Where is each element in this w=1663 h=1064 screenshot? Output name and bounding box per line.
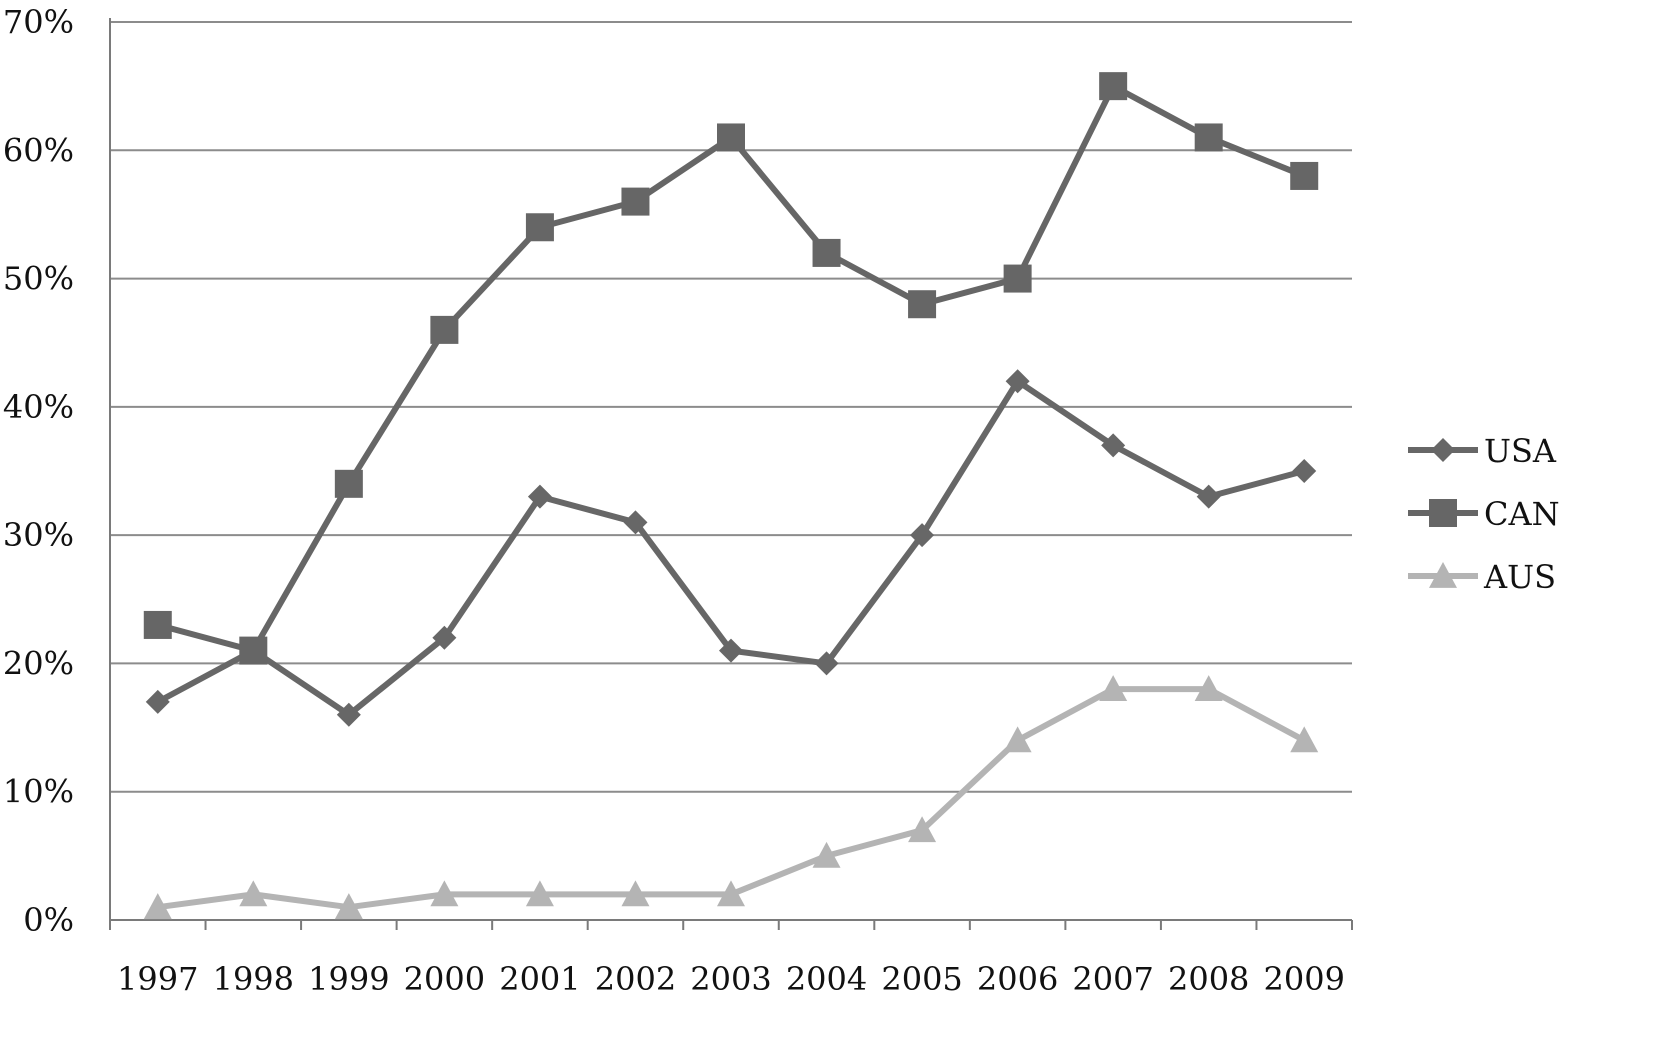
x-tick-label: 2000 [404,960,485,998]
data-point-can [430,315,459,344]
y-tick-label: 0% [23,901,74,939]
data-point-usa [814,651,839,676]
data-point-usa [336,702,361,727]
legend-label-aus: AUS [1483,558,1556,596]
data-point-can [908,290,937,319]
data-point-can [812,238,841,267]
data-point-aus [1003,726,1032,753]
y-tick-label: 70% [3,3,74,41]
legend-item-usa: USA [1408,432,1557,470]
series-line-usa [156,378,1306,718]
data-point-usa [1101,433,1126,458]
data-point-usa [719,638,743,663]
legend-marker-can [1429,499,1457,527]
data-point-usa [1005,369,1030,394]
series-aus [143,675,1319,920]
legend-marker-aus [1429,562,1457,588]
x-tick-label: 1998 [213,960,294,998]
x-tick-label: 1997 [117,960,198,998]
x-tick-label: 1999 [308,960,389,998]
data-point-can [334,469,363,498]
x-tick-label: 2001 [499,960,580,998]
data-point-aus [1290,726,1319,753]
legend-item-aus: AUS [1408,558,1556,596]
y-tick-label: 20% [3,644,74,682]
y-tick-label: 40% [3,388,74,426]
data-point-usa [527,484,552,509]
series-usa [145,369,1317,727]
series-line-can [156,83,1306,654]
data-point-usa [623,510,648,535]
series-can [143,72,1319,665]
axes: 0% 10% 20% 30% 40% 50% 60% 70% 1997 1998 1999 2000 2… [3,3,1353,998]
x-tick-label: 2009 [1264,960,1345,998]
data-point-usa [432,625,457,650]
data-point-can [143,610,172,639]
legend-label-usa: USA [1484,432,1557,470]
data-point-aus [908,816,937,843]
x-tick-label: 2005 [881,960,962,998]
y-tick-label: 50% [3,260,74,298]
x-tick-label: 2007 [1072,960,1153,998]
data-point-aus [621,880,650,907]
data-point-aus [717,880,745,907]
data-point-usa [1196,484,1221,509]
legend-item-can: CAN [1408,495,1560,533]
series-line-aus [157,686,1306,911]
x-tick-label: 2002 [595,960,676,998]
data-point-usa [1292,459,1317,483]
y-tick-label: 10% [3,773,74,811]
data-point-can [525,213,554,242]
data-point-aus [239,880,268,907]
legend-label-can: CAN [1484,495,1560,533]
data-point-can [1194,123,1223,152]
data-point-aus [812,841,841,868]
x-tick-label: 2003 [690,960,771,998]
data-point-can [717,123,745,152]
data-point-can [1290,161,1319,190]
data-point-can [239,636,268,665]
legend-marker-usa [1431,438,1455,462]
y-tick-label: 30% [3,516,74,554]
data-point-aus [334,893,363,920]
legend: USA CAN AUS [1408,432,1560,596]
data-point-aus [1099,675,1128,701]
x-tick-label: 2004 [786,960,867,998]
data-point-aus [430,880,459,907]
y-tick-label: 60% [3,131,74,169]
series-lines [143,72,1319,920]
data-point-aus [1194,675,1223,701]
data-point-aus [525,880,554,907]
data-point-can [621,187,650,216]
data-point-usa [910,523,935,548]
data-point-can [1099,72,1128,101]
x-tick-label: 2008 [1168,960,1249,998]
data-point-aus [143,893,172,920]
data-point-usa [145,689,170,714]
x-tick-label: 2006 [977,960,1058,998]
data-point-can [1003,264,1032,293]
